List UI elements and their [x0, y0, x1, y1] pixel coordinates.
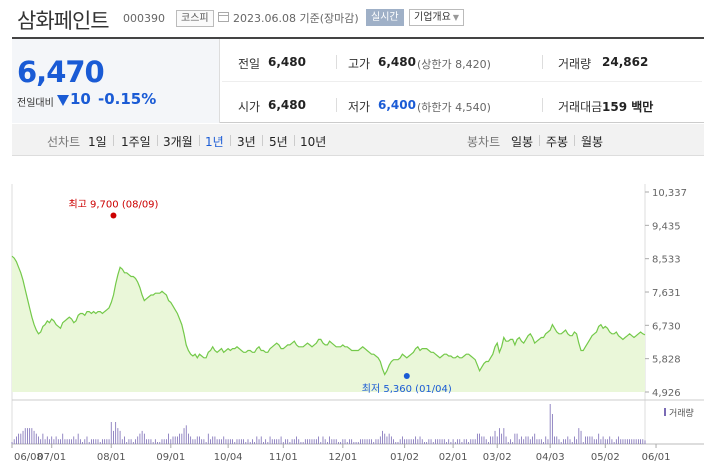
low-label: 저가 — [348, 100, 371, 114]
high-annotation: 최고 9,700 (08/09) — [68, 199, 158, 211]
x-tick-label: 01/02 — [390, 452, 419, 463]
change-percent: -0.15% — [98, 90, 157, 108]
high-marker — [110, 212, 117, 219]
change-amount: 10 — [70, 90, 91, 108]
divider — [336, 55, 337, 69]
x-tick-label: 04/03 — [536, 452, 565, 463]
x-tick-label: 03/02 — [483, 452, 512, 463]
row-divider — [222, 81, 702, 82]
x-tick-label: 06/01 — [642, 452, 671, 463]
x-tick-label: 12/01 — [328, 452, 357, 463]
lower-limit: (하한가 4,540) — [417, 101, 491, 114]
current-price: 6,470 — [17, 55, 105, 89]
realtime-button[interactable]: 실시간 — [366, 9, 404, 26]
price-line — [11, 255, 646, 376]
stock-name: 삼화페인트 — [17, 9, 110, 33]
y-tick-label: 10,337 — [652, 188, 687, 199]
divider — [230, 135, 231, 146]
candle-monthly[interactable]: 월봉 — [581, 135, 604, 149]
company-info-label: 기업개요 — [414, 12, 451, 23]
period-bar: 선차트 1일 1주일 3개월 1년 3년 5년 10년 봉차트 일봉 주봉 월봉 — [12, 124, 704, 156]
y-tick-label: 7,631 — [652, 288, 681, 299]
y-tick-label: 9,435 — [652, 221, 681, 232]
period-3year[interactable]: 3년 — [237, 135, 256, 149]
x-tick-label: 10/04 — [214, 452, 243, 463]
divider — [199, 135, 200, 146]
calendar-icon — [218, 12, 229, 22]
candle-weekly[interactable]: 주봉 — [546, 135, 569, 149]
amount-label: 거래대금 — [558, 100, 603, 114]
chevron-down-icon: ▼ — [452, 13, 459, 22]
divider — [157, 135, 158, 146]
line-chart-label: 선차트 — [47, 135, 81, 149]
x-tick-label: 07/01 — [37, 452, 66, 463]
volume-value: 24,862 — [602, 55, 649, 69]
stock-code: 000390 — [123, 12, 165, 25]
candle-chart-label: 봉차트 — [467, 135, 501, 149]
period-10year[interactable]: 10년 — [300, 135, 327, 149]
low-marker — [403, 372, 410, 379]
y-tick-label: 5,828 — [652, 355, 681, 366]
down-arrow-icon — [57, 95, 69, 106]
divider — [113, 135, 114, 146]
change-label: 전일대비 — [17, 98, 54, 109]
reference-date: 2023.06.08 기준(장마감) — [233, 12, 359, 25]
quote-panel: 6,470 전일대비 10 -0.15% 전일 6,480 고가 6,480 (… — [12, 37, 704, 123]
price-box: 6,470 전일대비 10 -0.15% — [12, 39, 220, 123]
title-bar: 삼화페인트 000390 코스피 2023.06.08 기준(장마감) 실시간 … — [0, 0, 704, 36]
open-value: 6,480 — [268, 98, 306, 112]
divider — [336, 98, 337, 112]
divider — [294, 135, 295, 146]
open-label: 시가 — [238, 100, 261, 114]
period-1year[interactable]: 1년 — [205, 135, 224, 149]
x-tick-label: 02/01 — [439, 452, 468, 463]
market-badge: 코스피 — [176, 10, 214, 27]
high-label: 고가 — [348, 57, 371, 71]
x-tick-label: 09/01 — [156, 452, 185, 463]
y-tick-label: 6,730 — [652, 321, 681, 332]
upper-limit: (상한가 8,420) — [417, 58, 491, 71]
prev-close-label: 전일 — [238, 57, 261, 71]
x-tick-label: 08/01 — [97, 452, 126, 463]
period-3month[interactable]: 3개월 — [163, 135, 193, 149]
divider — [542, 98, 543, 112]
candle-daily[interactable]: 일봉 — [511, 135, 534, 149]
period-5year[interactable]: 5년 — [269, 135, 288, 149]
divider — [574, 135, 575, 146]
y-tick-label: 4,926 — [652, 388, 681, 399]
volume-legend-swatch — [664, 408, 666, 416]
divider — [542, 55, 543, 69]
low-annotation: 최저 5,360 (01/04) — [362, 383, 452, 395]
divider — [539, 135, 540, 146]
volume-label: 거래량 — [558, 57, 592, 71]
company-info-dropdown[interactable]: 기업개요 ▼ — [409, 9, 464, 26]
price-chart[interactable]: 10,337 9,435 8,533 7,631 6,730 5,828 4,926 최고 9… — [0, 170, 704, 471]
y-tick-label: 8,533 — [652, 255, 681, 266]
period-1week[interactable]: 1주일 — [121, 135, 151, 149]
x-tick-label: 06/08 — [14, 452, 43, 463]
x-tick-label: 05/02 — [591, 452, 620, 463]
price-area — [12, 256, 645, 392]
volume-legend-label: 거래량 — [669, 407, 694, 419]
amount-value: 159 백만 — [602, 100, 654, 114]
prev-close-value: 6,480 — [268, 55, 306, 69]
low-value: 6,400 — [378, 98, 416, 112]
period-1day[interactable]: 1일 — [88, 135, 107, 149]
divider — [262, 135, 263, 146]
high-value: 6,480 — [378, 55, 416, 69]
x-tick-label: 11/01 — [269, 452, 298, 463]
